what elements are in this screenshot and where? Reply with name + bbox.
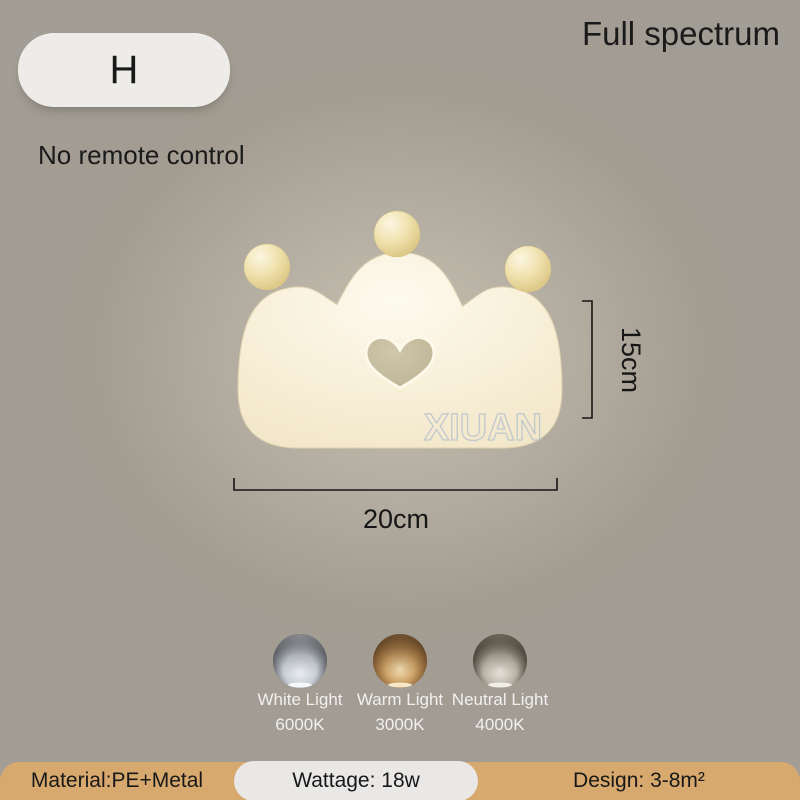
svg-text:4000K: 4000K [475,715,525,734]
svg-text:3000K: 3000K [375,715,425,734]
svg-text:XIUAN: XIUAN [424,407,542,449]
svg-text:Warm Light: Warm Light [357,690,444,709]
svg-text:White Light: White Light [257,690,342,709]
svg-text:6000K: 6000K [275,715,325,734]
svg-text:20cm: 20cm [363,504,429,534]
svg-text:Neutral Light: Neutral Light [452,690,549,709]
svg-text:15cm: 15cm [616,327,646,393]
